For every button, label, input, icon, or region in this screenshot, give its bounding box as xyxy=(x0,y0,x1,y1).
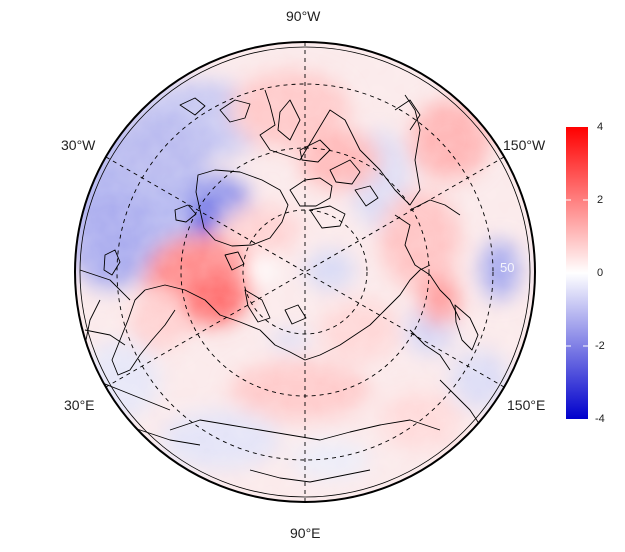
lon-label-30e: 30°E xyxy=(64,397,95,413)
map-border-outer xyxy=(74,41,536,503)
colorbar xyxy=(566,127,588,419)
map-border-inner xyxy=(79,46,531,498)
lon-label-150e: 150°E xyxy=(507,397,546,413)
colorbar-ticks xyxy=(566,199,588,347)
latitude-circle-60 xyxy=(116,83,494,461)
lon-label-90w: 90°W xyxy=(286,8,321,24)
latitude-label-50: 50 xyxy=(500,260,515,275)
graticule xyxy=(105,42,505,502)
colorbar-tick-0: 0 xyxy=(597,267,604,279)
colorbar-tick-neg4: -4 xyxy=(595,413,605,425)
colorbar-tick-2: 2 xyxy=(597,194,604,206)
lon-label-90e: 90°E xyxy=(290,525,321,541)
lon-label-150w: 150°W xyxy=(503,137,546,153)
colorbar-tick-neg2: -2 xyxy=(595,340,605,352)
lon-label-30w: 30°W xyxy=(61,137,96,153)
anomaly-field xyxy=(75,42,535,502)
colorbar-tick-4: 4 xyxy=(597,121,604,133)
